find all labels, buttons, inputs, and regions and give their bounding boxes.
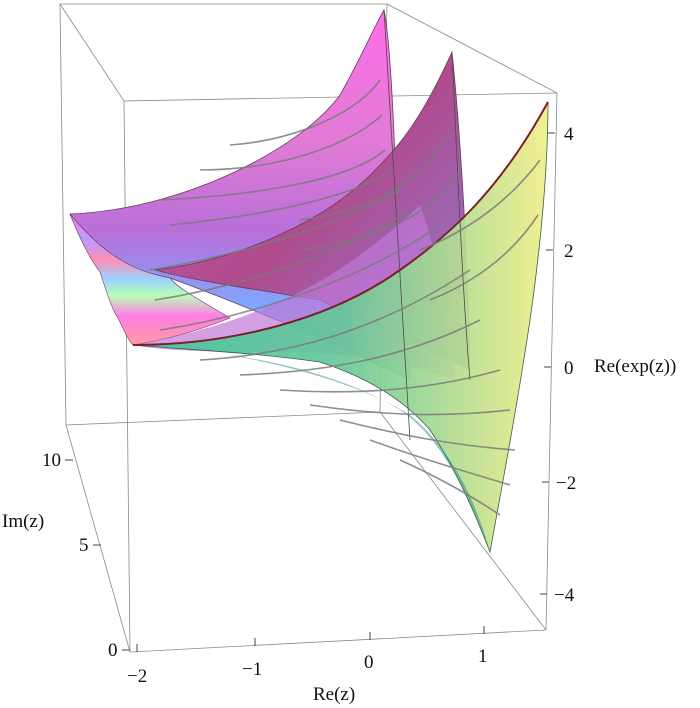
- surface: [69, 8, 549, 554]
- surface-spike-2: [451, 51, 471, 381]
- y-tick-label: 0: [108, 640, 118, 661]
- x-tick-label: −2: [127, 666, 147, 687]
- x-tick-label: 1: [478, 646, 488, 667]
- x-tick-label: −1: [242, 659, 262, 680]
- contour-lines: [149, 79, 541, 516]
- z-tick-label: −2: [556, 473, 576, 494]
- z-tick-label: 4: [564, 124, 574, 145]
- y-axis: 0 5 10 Im(z): [2, 450, 130, 661]
- x-axis: −2 −1 0 1 Re(z): [127, 626, 488, 705]
- y-axis-label: Im(z): [2, 511, 44, 532]
- z-axis-label: Re(exp(z)): [594, 356, 676, 377]
- y-tick-label: 5: [79, 535, 89, 556]
- y-tick-label: 10: [42, 450, 61, 471]
- x-tick-label: 0: [364, 652, 374, 673]
- z-tick-label: 0: [564, 358, 574, 379]
- z-tick-label: 2: [564, 241, 574, 262]
- z-tick-label: −4: [554, 585, 575, 606]
- z-axis: 4 2 0 −2 −4 Re(exp(z)): [540, 124, 676, 606]
- x-axis-label: Re(z): [313, 684, 355, 705]
